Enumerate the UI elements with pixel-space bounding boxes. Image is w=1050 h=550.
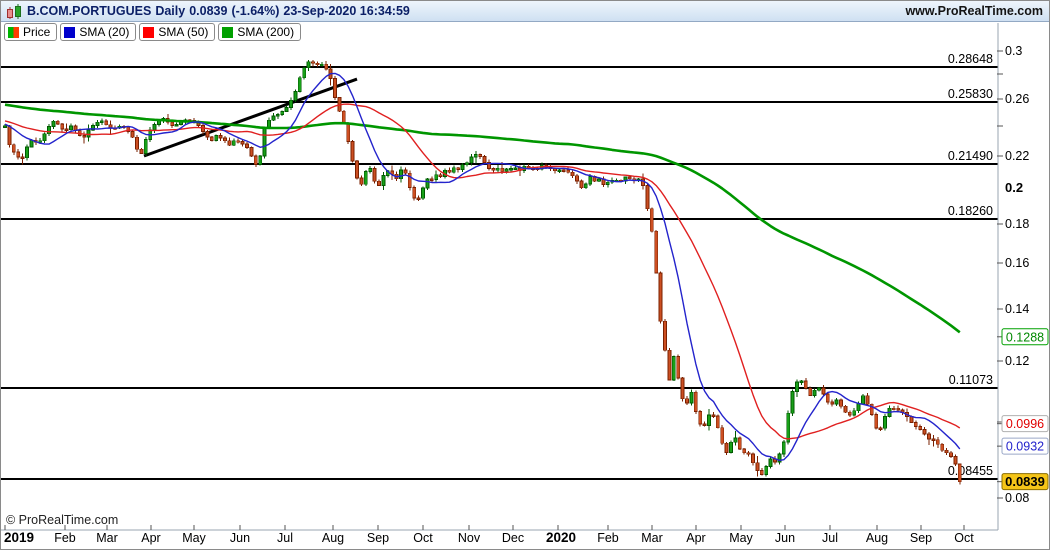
timeframe-label: Daily xyxy=(155,4,186,18)
legend-item-sma200[interactable]: SMA (200) xyxy=(218,23,302,41)
x-tick-label: Jun xyxy=(775,531,795,545)
legend-item-price[interactable]: Price xyxy=(4,23,58,41)
watermark: © ProRealTime.com xyxy=(6,513,119,527)
price-badges: 0.1288 0.0996 0.0932 0.0839 xyxy=(997,328,1049,491)
x-tick-label: May xyxy=(182,531,206,545)
prorealtime-link[interactable]: www.ProRealTime.com xyxy=(905,4,1043,18)
trend-line xyxy=(143,77,358,158)
sma200-swatch-icon xyxy=(222,26,234,38)
x-tick-label: Oct xyxy=(413,531,433,545)
y-tick-label: 0.3 xyxy=(1005,44,1022,58)
x-tick-label: Jul xyxy=(822,531,838,545)
level-label: 0.18260 xyxy=(948,204,993,218)
x-tick-label: Mar xyxy=(96,531,118,545)
x-tick-label: Jun xyxy=(230,531,250,545)
legend-label: Price xyxy=(23,24,51,39)
x-tick-label: Feb xyxy=(54,531,76,545)
legend-label: SMA (200) xyxy=(237,24,295,39)
price-swatch-icon xyxy=(8,26,19,38)
badge-label: 0.1288 xyxy=(1006,330,1044,344)
level-label: 0.11073 xyxy=(949,373,993,387)
level-label: 0.28648 xyxy=(948,52,993,66)
instrument-name: B.COM.PORTUGUES xyxy=(27,4,152,18)
badge-label: 0.0932 xyxy=(1006,440,1044,454)
y-tick-label: 0.18 xyxy=(1005,217,1029,231)
title-left: B.COM.PORTUGUES Daily 0.0839 (-1.64%) 23… xyxy=(1,3,410,20)
candles xyxy=(3,60,962,485)
y-axis[interactable]: 0.3 0.26 0.22 0.2 0.18 0.16 0.14 0.12 0.08 xyxy=(997,44,1029,505)
axes xyxy=(1,23,999,531)
title-bar: B.COM.PORTUGUES Daily 0.0839 (-1.64%) 23… xyxy=(1,1,1049,22)
badge-label: 0.0839 xyxy=(1005,474,1045,489)
indicator-value-badge xyxy=(1001,328,1049,346)
last-price: 0.0839 xyxy=(189,4,228,18)
legend-bar: Price SMA (20) SMA (50) SMA (200) xyxy=(1,23,302,41)
level-label: 0.08455 xyxy=(948,464,993,478)
x-tick-label: Sep xyxy=(367,531,389,545)
x-tick-label: 2020 xyxy=(546,530,576,545)
legend-item-sma50[interactable]: SMA (50) xyxy=(139,23,216,41)
y-tick-label: 0.2 xyxy=(1005,180,1023,195)
x-tick-label: Jul xyxy=(277,531,293,545)
x-tick-label: Nov xyxy=(458,531,481,545)
x-tick-label: Aug xyxy=(322,531,344,545)
candlestick-icon xyxy=(7,3,21,19)
sma20-swatch-icon xyxy=(64,26,76,38)
x-axis[interactable]: 2019 Feb Mar Apr May Jun Jul Aug Sep Oct Nov Dec 202… xyxy=(4,525,974,545)
indicator-value-badge xyxy=(1001,437,1049,455)
legend-label: SMA (50) xyxy=(158,24,209,39)
x-tick-label: 2019 xyxy=(4,530,34,545)
x-tick-label: Apr xyxy=(686,531,705,545)
x-tick-label: Mar xyxy=(641,531,663,545)
sma-50-line xyxy=(4,103,961,440)
level-label: 0.25830 xyxy=(948,87,993,101)
x-tick-label: Sep xyxy=(910,531,932,545)
x-tick-label: Dec xyxy=(502,531,524,545)
y-tick-label: 0.08 xyxy=(1005,491,1029,505)
indicator-value-badge xyxy=(1001,415,1049,433)
x-tick-label: May xyxy=(729,531,753,545)
quote-datetime: 23-Sep-2020 16:34:59 xyxy=(283,4,410,18)
sma50-swatch-icon xyxy=(143,26,155,38)
legend-label: SMA (20) xyxy=(79,24,130,39)
x-tick-label: Feb xyxy=(597,531,619,545)
price-change: (-1.64%) xyxy=(231,4,280,18)
x-tick-label: Oct xyxy=(954,531,974,545)
badge-label: 0.0996 xyxy=(1006,417,1044,431)
y-tick-label: 0.12 xyxy=(1005,354,1029,368)
y-tick-label: 0.22 xyxy=(1005,149,1029,163)
level-label: 0.21490 xyxy=(948,149,993,163)
y-tick-label: 0.16 xyxy=(1005,256,1029,270)
x-tick-label: Aug xyxy=(866,531,888,545)
current-price-badge xyxy=(1001,473,1049,491)
x-tick-label: Apr xyxy=(141,531,160,545)
y-tick-label: 0.14 xyxy=(1005,302,1029,316)
sma-200-line xyxy=(4,103,961,334)
level-lines: 0.28648 0.25830 0.21490 0.18260 0.11073 0.084… xyxy=(1,52,998,481)
sma-20-line xyxy=(4,72,961,462)
y-tick-label: 0.26 xyxy=(1005,92,1029,106)
legend-item-sma20[interactable]: SMA (20) xyxy=(60,23,137,41)
